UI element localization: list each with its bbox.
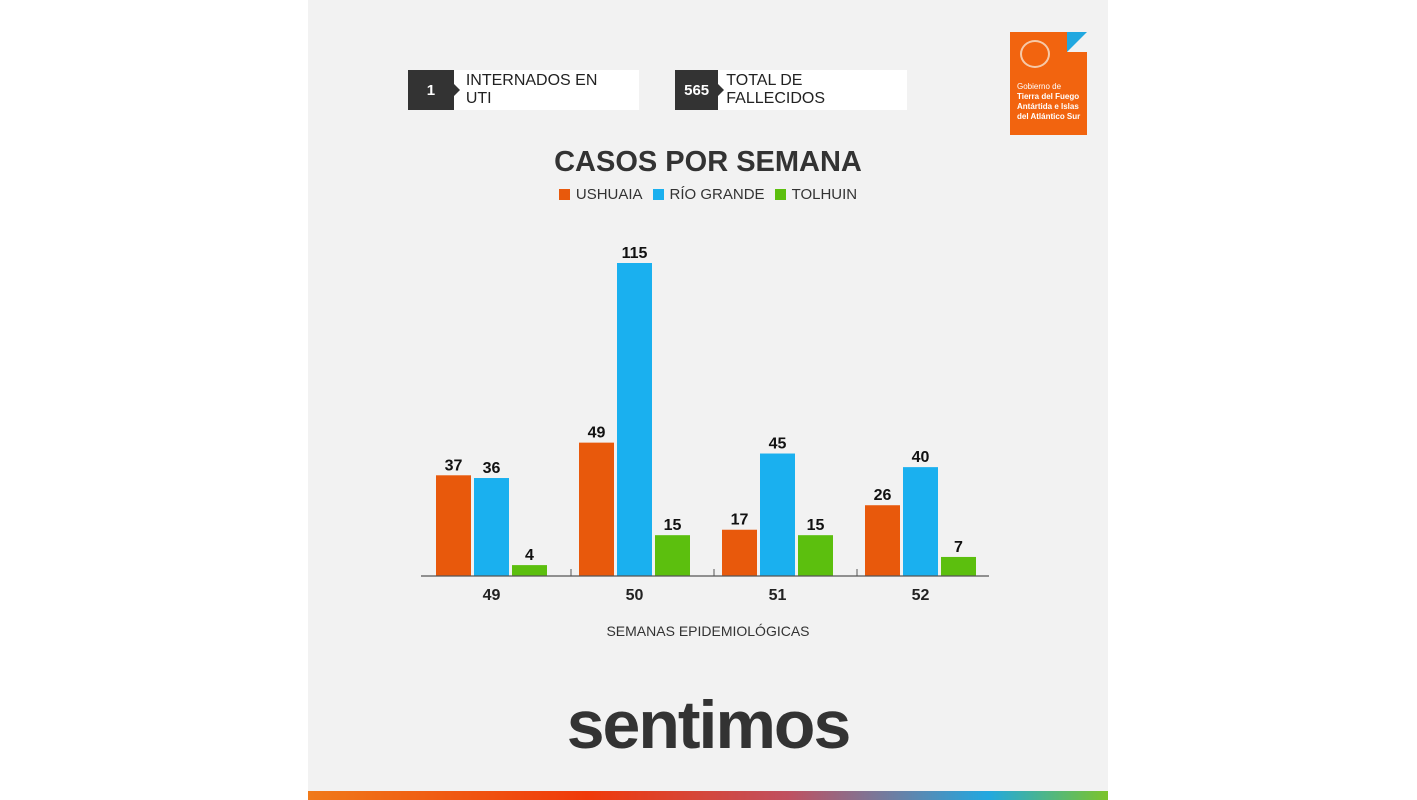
data-label: 115 <box>622 245 648 262</box>
legend-swatch <box>558 189 570 200</box>
legend-swatch <box>774 189 786 200</box>
infographic-panel: 1 INTERNADOS EN UTI 565 TOTAL DE FALLECI… <box>308 0 1108 800</box>
bar-52-1 <box>903 467 938 576</box>
bar-50-1 <box>617 263 652 576</box>
government-logo: Gobierno de Tierra del Fuego Antártida e I… <box>1010 32 1087 135</box>
x-tick-label: 49 <box>483 587 501 604</box>
data-label: 26 <box>874 487 892 504</box>
data-label: 49 <box>588 425 606 442</box>
seal-icon <box>1020 40 1050 68</box>
legend-swatch <box>652 189 664 200</box>
chart-title: CASOS POR SEMANA <box>554 146 862 178</box>
bar-49-1 <box>474 478 509 576</box>
bar-49-2 <box>512 565 547 576</box>
data-label: 7 <box>954 539 963 556</box>
brand-logo: sentimos <box>566 687 852 763</box>
stat-label: INTERNADOS EN UTI <box>465 72 598 107</box>
data-label: 17 <box>731 512 749 529</box>
x-tick-label: 52 <box>912 587 930 604</box>
legend-label: RÍO GRANDE <box>669 186 765 203</box>
legend-label: USHUAIA <box>575 186 643 203</box>
page-fold-icon <box>1067 32 1087 52</box>
logo-text: Tierra del Fuego <box>1017 92 1080 101</box>
data-label: 40 <box>912 449 930 466</box>
bar-49-0 <box>436 475 471 576</box>
stat-deaths: 565 TOTAL DE FALLECIDOS <box>675 70 907 110</box>
bar-51-0 <box>722 529 757 576</box>
x-tick-label: 51 <box>769 587 787 604</box>
gradient-bar <box>308 791 1108 800</box>
logo-text: del Atlántico Sur <box>1017 112 1081 121</box>
x-tick-label: 50 <box>626 587 644 604</box>
legend-item-tolhuin: TOLHUIN <box>774 186 858 203</box>
data-label: 15 <box>664 517 682 534</box>
data-label: 36 <box>483 460 501 477</box>
data-label: 37 <box>445 457 463 474</box>
data-label: 45 <box>769 436 787 453</box>
x-axis-label: SEMANAS EPIDEMIOLÓGICAS <box>606 623 810 639</box>
stat-value: 565 <box>675 70 725 110</box>
legend-item-ushuaia: USHUAIA <box>558 186 643 203</box>
legend-item-rio-grande: RÍO GRANDE <box>652 186 765 203</box>
bar-chart: 37 36 4 49 49 115 15 50 17 45 15 51 26 40 7 52 <box>421 245 989 604</box>
data-label: 15 <box>807 517 825 534</box>
bar-51-1 <box>760 453 795 576</box>
stat-icu: 1 INTERNADOS EN UTI <box>408 70 639 110</box>
bar-52-0 <box>865 505 900 576</box>
bar-52-2 <box>941 556 976 576</box>
logo-text: Antártida e Islas <box>1017 102 1079 111</box>
bar-51-2 <box>798 535 833 576</box>
bar-50-0 <box>579 442 614 576</box>
legend: USHUAIA RÍO GRANDE TOLHUIN <box>308 186 1108 203</box>
legend-label: TOLHUIN <box>791 186 858 203</box>
stat-value: 1 <box>408 70 460 110</box>
bar-50-2 <box>655 535 690 576</box>
stat-label: TOTAL DE FALLECIDOS <box>726 72 825 107</box>
data-label: 4 <box>525 547 534 564</box>
logo-text: Gobierno de <box>1017 82 1062 91</box>
